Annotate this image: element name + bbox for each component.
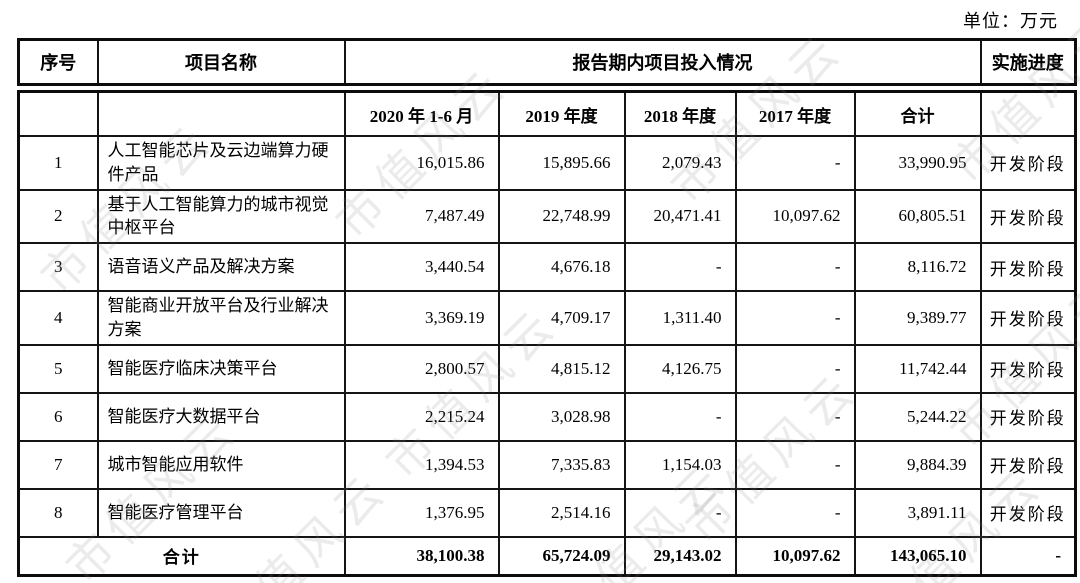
progress-cell: 开发阶段	[979, 391, 1077, 442]
period-header-2020: 2020 年 1-6 月	[343, 90, 500, 137]
amount-cell: -	[623, 242, 737, 293]
amount-cell: 11,742.44	[853, 343, 982, 394]
period-header-row: 2020 年 1-6 月 2019 年度 2018 年度 2017 年度 合计	[17, 90, 1077, 137]
amount-cell: -	[734, 242, 856, 293]
amount-cell: 10,097.62	[734, 188, 856, 245]
row-number: 8	[17, 487, 99, 538]
amount-cell: 33,990.95	[853, 135, 982, 191]
progress-cell: 开发阶段	[979, 188, 1077, 245]
amount-cell: 22,748.99	[497, 188, 626, 245]
amount-cell: 60,805.51	[853, 188, 982, 245]
amount-cell: 2,079.43	[623, 135, 737, 191]
amount-cell: 4,815.12	[497, 343, 626, 394]
header-table: 序号 项目名称 报告期内项目投入情况 实施进度	[17, 38, 1077, 86]
amount-cell: 5,244.22	[853, 391, 982, 442]
empty-progress-cell	[979, 90, 1077, 137]
amount-cell: 15,895.66	[497, 135, 626, 191]
progress-cell: 开发阶段	[979, 343, 1077, 394]
amount-cell: 9,389.77	[853, 290, 982, 346]
amount-cell: -	[623, 487, 737, 538]
row-number: 4	[17, 290, 99, 346]
amount-cell: 20,471.41	[623, 188, 737, 245]
period-header-total: 合计	[853, 90, 982, 137]
total-amount-cell: 143,065.10	[853, 535, 982, 577]
amount-cell: 1,311.40	[623, 290, 737, 346]
amount-cell: -	[623, 391, 737, 442]
table-row: 5 智能医疗临床决策平台 2,800.57 4,815.12 4,126.75-11,7…	[17, 343, 1077, 394]
table-row: 3 语音语义产品及解决方案 3,440.54 4,676.18- -8,116.72 开发…	[17, 242, 1077, 293]
amount-cell: 4,709.17	[497, 290, 626, 346]
amount-cell: 4,676.18	[497, 242, 626, 293]
total-amount-cell: 29,143.02	[623, 535, 737, 577]
total-amount-cell: 38,100.38	[343, 535, 500, 577]
amount-cell: 2,215.24	[343, 391, 500, 442]
empty-no-cell	[17, 90, 99, 137]
amount-cell: 3,891.11	[853, 487, 982, 538]
amount-cell: -	[734, 343, 856, 394]
project-name: 基于人工智能算力的城市视觉中枢平台	[96, 188, 346, 245]
amount-cell: -	[734, 439, 856, 490]
total-amount-cell: 65,724.09	[497, 535, 626, 577]
row-number: 7	[17, 439, 99, 490]
amount-cell: 3,440.54	[343, 242, 500, 293]
amount-cell: -	[734, 290, 856, 346]
amount-cell: 1,376.95	[343, 487, 500, 538]
column-header-row: 序号 项目名称 报告期内项目投入情况 实施进度	[17, 38, 1077, 86]
progress-cell: 开发阶段	[979, 242, 1077, 293]
amount-cell: 7,487.49	[343, 188, 500, 245]
body-rows: 1 人工智能芯片及云边端算力硬件产品 16,015.86 15,895.66 2,079…	[17, 135, 1077, 577]
amount-cell: 1,154.03	[623, 439, 737, 490]
row-number: 1	[17, 135, 99, 191]
table-row: 1 人工智能芯片及云边端算力硬件产品 16,015.86 15,895.66 2,079…	[17, 135, 1077, 191]
row-number: 6	[17, 391, 99, 442]
period-header-2018: 2018 年度	[623, 90, 737, 137]
col-header-project: 项目名称	[96, 38, 346, 86]
unit-label: 单位：万元	[963, 11, 1058, 31]
col-header-no: 序号	[17, 38, 99, 86]
project-name: 语音语义产品及解决方案	[96, 242, 346, 293]
col-header-period-group: 报告期内项目投入情况	[343, 38, 982, 86]
amount-cell: 2,800.57	[343, 343, 500, 394]
col-header-progress: 实施进度	[979, 38, 1077, 86]
progress-cell: 开发阶段	[979, 439, 1077, 490]
table-row: 8 智能医疗管理平台 1,376.95 2,514.16- -3,891.11 开发阶段	[17, 487, 1077, 538]
total-row: 合计 38,100.38 65,724.09 29,143.02 10,097.62 14…	[17, 535, 1077, 577]
project-name: 人工智能芯片及云边端算力硬件产品	[96, 135, 346, 191]
amount-cell: -	[734, 487, 856, 538]
progress-cell: 开发阶段	[979, 135, 1077, 191]
table-row: 2 基于人工智能算力的城市视觉中枢平台 7,487.49 22,748.99 20,47…	[17, 188, 1077, 245]
amount-cell: 3,028.98	[497, 391, 626, 442]
amount-cell: 8,116.72	[853, 242, 982, 293]
amount-cell: 1,394.53	[343, 439, 500, 490]
project-name: 智能商业开放平台及行业解决方案	[96, 290, 346, 346]
row-number: 2	[17, 188, 99, 245]
amount-cell: 2,514.16	[497, 487, 626, 538]
amount-cell: -	[734, 135, 856, 191]
amount-cell: 3,369.19	[343, 290, 500, 346]
period-header-2019: 2019 年度	[497, 90, 626, 137]
project-name: 智能医疗大数据平台	[96, 391, 346, 442]
project-name: 智能医疗临床决策平台	[96, 343, 346, 394]
row-number: 5	[17, 343, 99, 394]
total-amount-cell: 10,097.62	[734, 535, 856, 577]
project-name: 智能医疗管理平台	[96, 487, 346, 538]
progress-cell: 开发阶段	[979, 290, 1077, 346]
amount-cell: 9,884.39	[853, 439, 982, 490]
table-row: 4 智能商业开放平台及行业解决方案 3,369.19 4,709.17 1,311.40…	[17, 290, 1077, 346]
project-name: 城市智能应用软件	[96, 439, 346, 490]
table-row: 6 智能医疗大数据平台 2,215.24 3,028.98- -5,244.22 开发阶段	[17, 391, 1077, 442]
progress-cell: 开发阶段	[979, 487, 1077, 538]
total-label: 合计	[17, 535, 346, 577]
empty-project-cell	[96, 90, 346, 137]
amount-cell: 4,126.75	[623, 343, 737, 394]
amount-cell: -	[734, 391, 856, 442]
amount-cell: 16,015.86	[343, 135, 500, 191]
table-row: 7 城市智能应用软件 1,394.53 7,335.83 1,154.03-9,884.…	[17, 439, 1077, 490]
data-table: 2020 年 1-6 月 2019 年度 2018 年度 2017 年度 合计 …	[17, 90, 1077, 577]
row-number: 3	[17, 242, 99, 293]
period-header-2017: 2017 年度	[734, 90, 856, 137]
total-progress-cell: -	[979, 535, 1077, 577]
amount-cell: 7,335.83	[497, 439, 626, 490]
